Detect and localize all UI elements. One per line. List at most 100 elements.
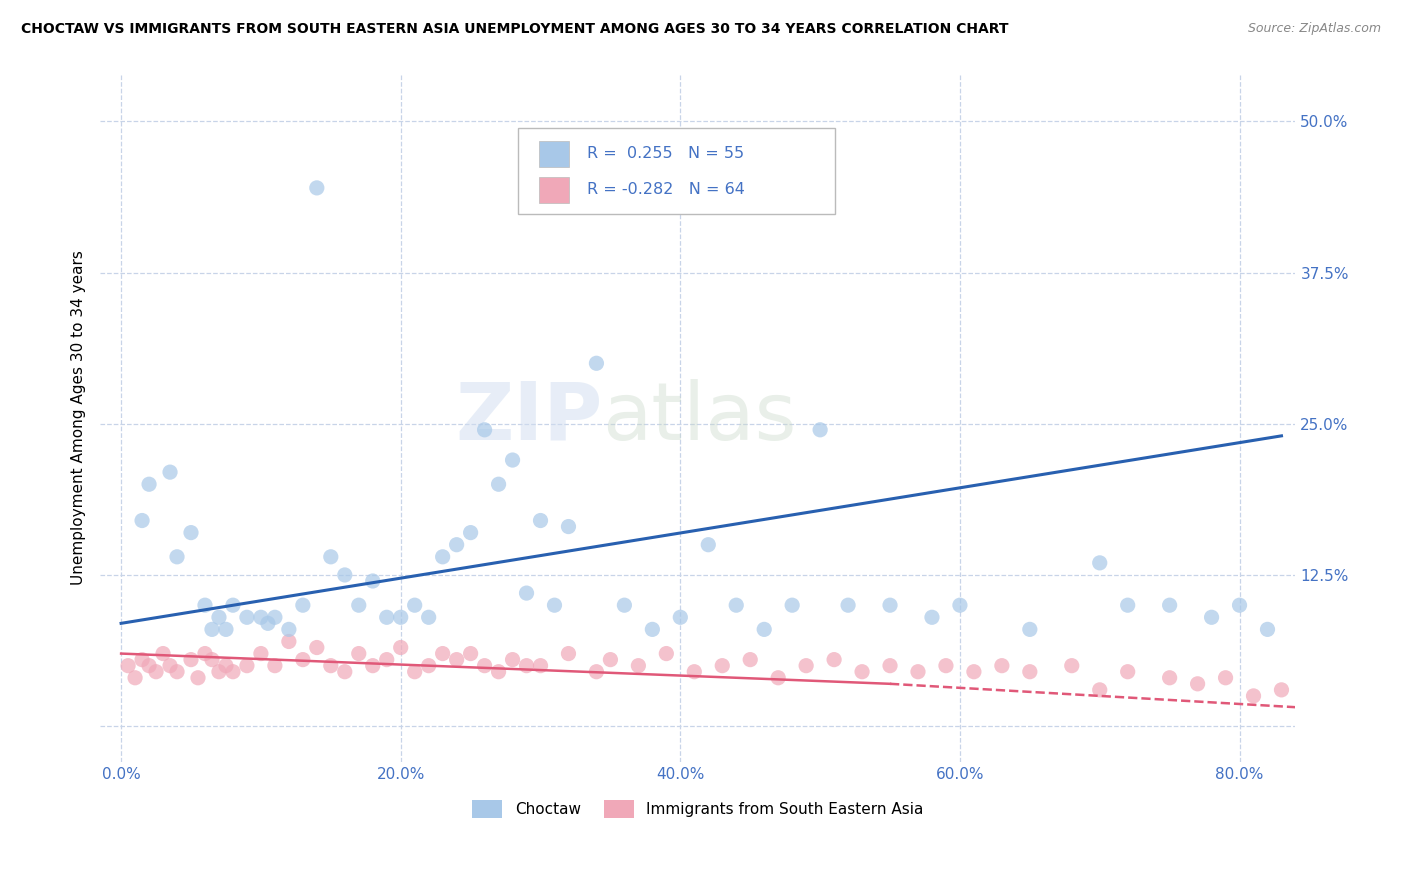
Point (159, 658, 181, 673)
Legend: Choctaw, Immigrants from South Eastern Asia: Choctaw, Immigrants from South Eastern A… (465, 794, 929, 823)
Point (347, 598, 370, 612)
Point (1187, 677, 1209, 691)
Point (599, 652, 621, 666)
Point (1159, 671, 1181, 685)
Point (131, 652, 153, 666)
Text: R =  0.255   N = 55: R = 0.255 N = 55 (586, 146, 744, 161)
Point (837, 598, 859, 612)
Point (725, 598, 748, 612)
Point (159, 465, 181, 479)
Point (194, 598, 217, 612)
FancyBboxPatch shape (538, 141, 568, 168)
Point (780, 598, 803, 612)
Point (557, 647, 579, 661)
Point (879, 658, 901, 673)
Point (257, 616, 280, 631)
Point (180, 652, 202, 666)
Point (277, 634, 299, 648)
Point (502, 652, 524, 666)
Point (138, 658, 160, 673)
Point (683, 665, 706, 679)
Point (935, 658, 957, 673)
Point (529, 658, 551, 673)
Point (949, 598, 972, 612)
Point (1270, 682, 1292, 697)
Point (208, 610, 231, 624)
Point (1116, 598, 1139, 612)
Point (187, 671, 209, 685)
Point (1298, 701, 1320, 715)
Text: R = -0.282   N = 64: R = -0.282 N = 64 (586, 182, 745, 197)
Point (851, 665, 873, 679)
Point (375, 610, 398, 624)
Point (627, 658, 650, 673)
Point (1159, 598, 1181, 612)
Point (361, 658, 384, 673)
Point (460, 647, 482, 661)
Point (529, 514, 551, 528)
Point (117, 658, 139, 673)
Point (166, 549, 188, 564)
Point (305, 181, 328, 195)
Point (131, 514, 153, 528)
Point (991, 658, 1014, 673)
Point (277, 623, 299, 637)
Point (264, 610, 287, 624)
Point (488, 477, 510, 491)
Point (585, 665, 607, 679)
Point (823, 652, 845, 666)
Point (1116, 665, 1139, 679)
FancyBboxPatch shape (538, 177, 568, 203)
Point (1256, 623, 1278, 637)
Point (305, 640, 328, 655)
Point (319, 549, 342, 564)
Point (1088, 682, 1111, 697)
Point (963, 665, 986, 679)
Point (794, 658, 817, 673)
Point (215, 658, 238, 673)
Point (488, 665, 510, 679)
Point (264, 658, 287, 673)
Point (389, 610, 412, 624)
Point (319, 658, 342, 673)
Point (1018, 665, 1040, 679)
Point (194, 647, 217, 661)
Point (1060, 658, 1083, 673)
Point (361, 574, 384, 588)
Point (166, 665, 188, 679)
Point (543, 598, 565, 612)
Point (474, 658, 496, 673)
Point (474, 423, 496, 437)
Point (460, 525, 482, 540)
Point (138, 477, 160, 491)
Point (250, 610, 273, 624)
Point (222, 665, 245, 679)
Point (333, 568, 356, 582)
Point (655, 647, 678, 661)
Text: Source: ZipAtlas.com: Source: ZipAtlas.com (1247, 22, 1381, 36)
FancyBboxPatch shape (519, 128, 835, 214)
Point (1201, 610, 1223, 624)
Point (921, 610, 943, 624)
Point (404, 598, 426, 612)
Point (236, 658, 259, 673)
Point (1243, 689, 1265, 703)
Point (515, 658, 537, 673)
Point (124, 671, 146, 685)
Point (515, 586, 537, 600)
Point (766, 671, 789, 685)
Point (215, 623, 238, 637)
Point (740, 652, 762, 666)
Point (697, 538, 720, 552)
Point (375, 652, 398, 666)
Point (201, 652, 224, 666)
Point (1018, 623, 1040, 637)
Point (180, 525, 202, 540)
Point (446, 538, 468, 552)
Point (585, 356, 607, 370)
Point (669, 610, 692, 624)
Point (208, 665, 231, 679)
Point (404, 665, 426, 679)
Point (879, 598, 901, 612)
Point (418, 610, 440, 624)
